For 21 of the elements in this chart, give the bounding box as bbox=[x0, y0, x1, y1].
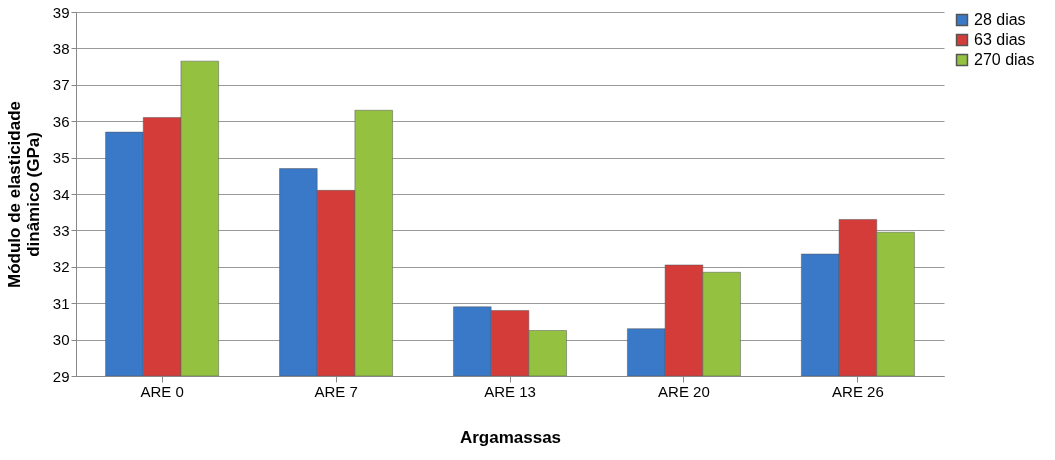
x-tick-label: ARE 13 bbox=[484, 382, 536, 400]
x-tick-label: ARE 26 bbox=[832, 382, 884, 400]
legend-label: 270 dias bbox=[974, 51, 1035, 68]
y-tick-label: 29 bbox=[52, 367, 70, 385]
y-tick-label: 35 bbox=[52, 149, 70, 167]
x-axis-title: Argamassas bbox=[459, 427, 562, 447]
y-tick-label: 37 bbox=[52, 76, 70, 94]
x-tick-label: ARE 7 bbox=[314, 382, 358, 400]
y-tick-label: 31 bbox=[52, 294, 70, 312]
y-tick-label: 30 bbox=[52, 331, 70, 349]
y-tick-label: 34 bbox=[52, 185, 70, 203]
legend-label: 63 dias bbox=[974, 31, 1026, 48]
x-tick-label: ARE 20 bbox=[658, 382, 710, 400]
y-axis-title: Módulo de elasticidade dinâmico (GPa) bbox=[4, 100, 43, 289]
y-tick-label: 38 bbox=[52, 39, 70, 57]
legend-label: 28 dias bbox=[974, 11, 1026, 28]
y-tick-label: 39 bbox=[52, 3, 70, 21]
x-tick-label: ARE 0 bbox=[140, 382, 184, 400]
y-tick-label: 33 bbox=[52, 221, 70, 239]
y-tick-label: 36 bbox=[52, 112, 70, 130]
y-tick-label: 32 bbox=[52, 258, 70, 276]
